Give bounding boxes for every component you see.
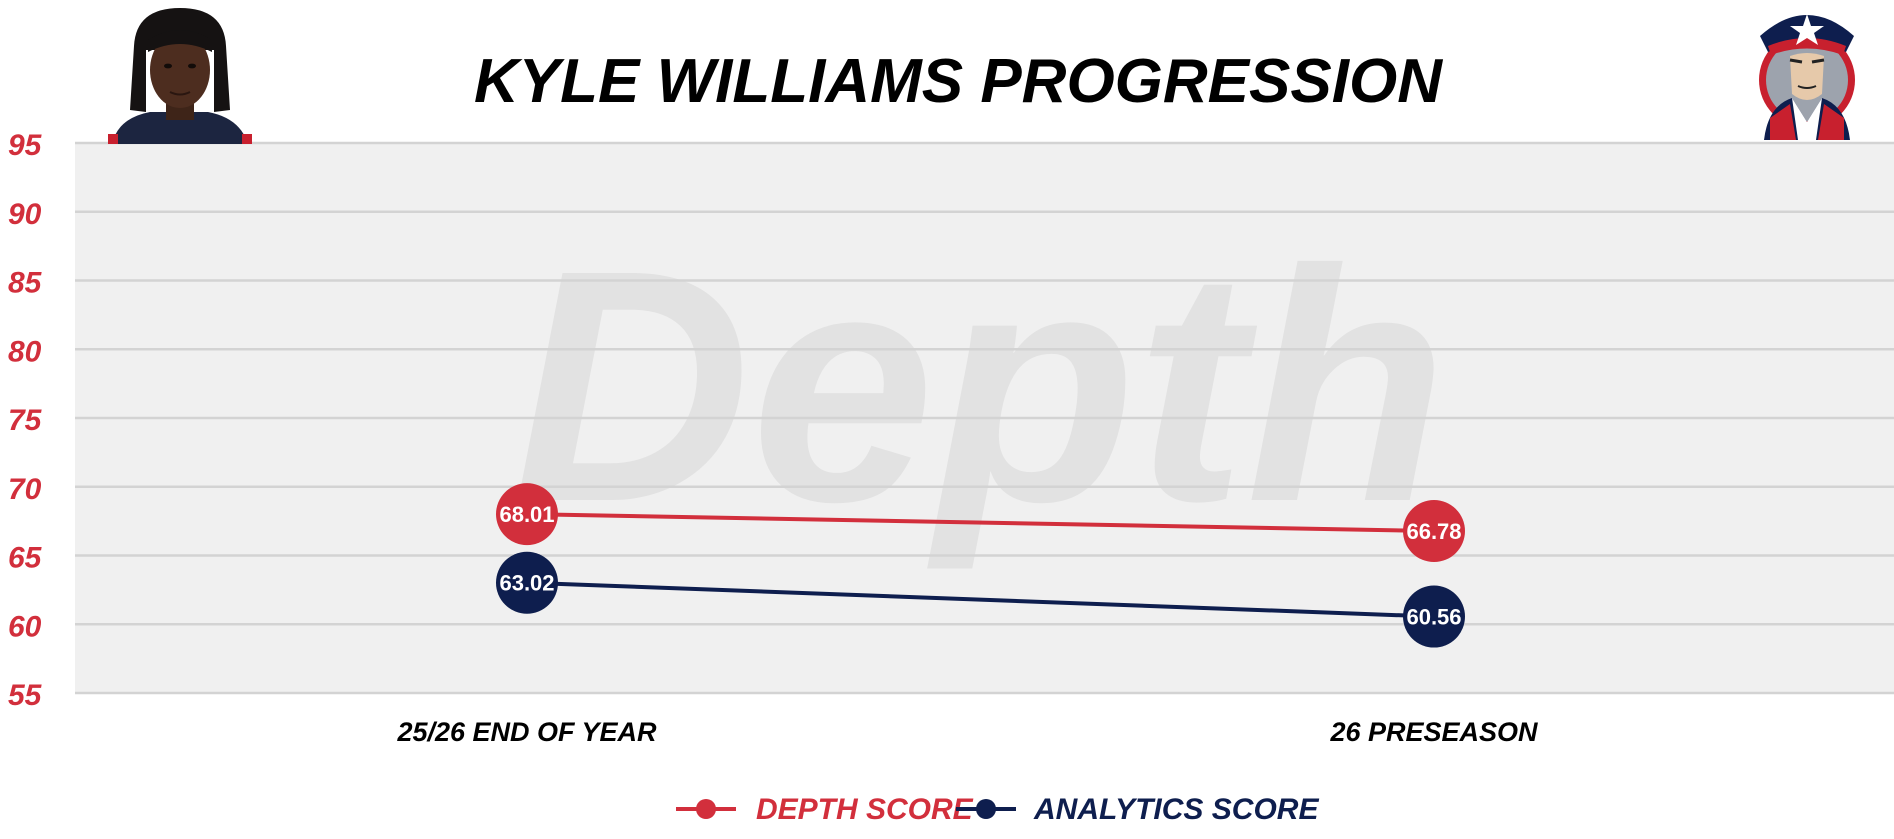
- data-point: [1403, 585, 1465, 648]
- grid-lines: [75, 141, 1894, 695]
- series-line-depth-score: [526, 512, 1435, 534]
- x-tick-label: 26 PRESEASON: [1329, 717, 1538, 747]
- legend-item-depth-score: DEPTH SCORE: [676, 793, 974, 826]
- chart-title: KYLE WILLIAMS PROGRESSION: [474, 47, 1443, 116]
- y-tick-label: 55: [8, 679, 43, 712]
- y-tick-label: 90: [8, 198, 42, 231]
- data-point: [1403, 500, 1465, 563]
- legend-label-analytics-score: ANALYTICS SCORE: [1033, 793, 1319, 826]
- y-tick-label: 95: [8, 129, 43, 162]
- data-label: 68.01: [499, 502, 554, 527]
- legend-label-depth-score: DEPTH SCORE: [756, 793, 974, 826]
- y-axis-tick-labels: 95 90 85 80 75 70 65 60 55: [8, 129, 43, 712]
- y-tick-label: 60: [8, 610, 42, 643]
- legend-marker-dot: [976, 799, 996, 819]
- watermark-text: Depth: [513, 201, 1448, 572]
- y-tick-label: 80: [8, 335, 42, 368]
- y-tick-label: 85: [8, 267, 43, 300]
- x-tick-label: 25/26 END OF YEAR: [396, 717, 657, 747]
- team-logo-icon: [1759, 14, 1855, 140]
- y-tick-label: 70: [8, 473, 42, 506]
- x-axis-tick-labels: 25/26 END OF YEAR 26 PRESEASON: [396, 717, 1538, 747]
- y-tick-label: 75: [8, 404, 43, 437]
- y-tick-label: 65: [8, 542, 43, 575]
- data-label: 66.78: [1406, 519, 1461, 544]
- legend-item-analytics-score: ANALYTICS SCORE: [956, 793, 1319, 826]
- data-point: [496, 551, 558, 614]
- legend: DEPTH SCORE ANALYTICS SCORE: [676, 793, 1319, 826]
- series-line-analytics-score: [526, 580, 1435, 619]
- legend-marker-dot: [696, 799, 716, 819]
- data-point: [496, 483, 558, 546]
- series-layer: 68.01 66.78 63.02 60.56: [496, 483, 1465, 648]
- player-photo-icon: [108, 8, 252, 144]
- data-label: 60.56: [1406, 605, 1461, 630]
- data-label: 63.02: [499, 571, 554, 596]
